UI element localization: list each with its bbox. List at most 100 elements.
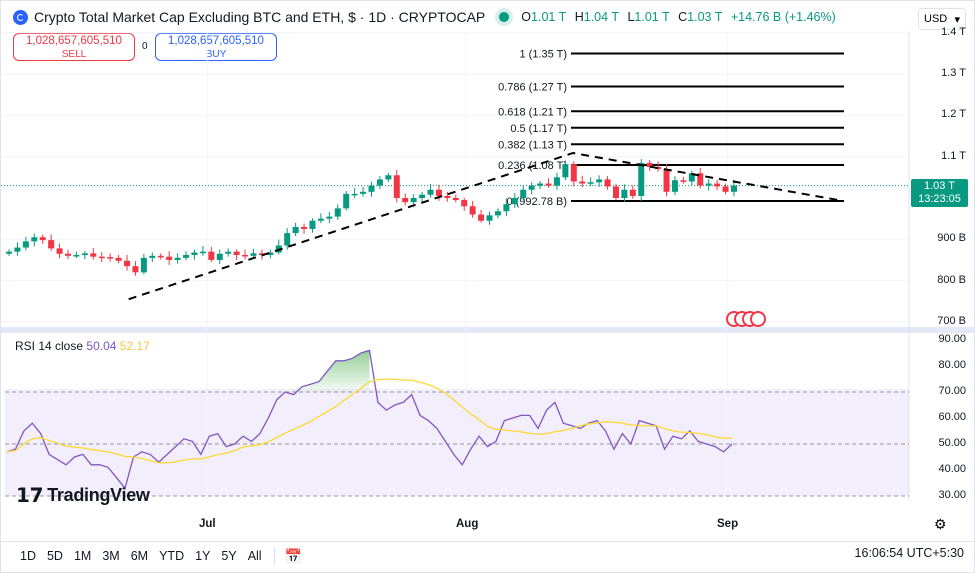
- pane-separator[interactable]: [1, 327, 975, 333]
- calendar-goto-icon[interactable]: 📅: [284, 547, 303, 564]
- sell-button[interactable]: 1,028,657,605,510 SELL: [13, 33, 135, 61]
- currency-select[interactable]: USD ▾: [918, 8, 966, 30]
- candle: [343, 190, 350, 211]
- candle: [368, 181, 375, 197]
- candle-body: [73, 254, 80, 257]
- candle-body: [140, 257, 147, 273]
- candle: [680, 176, 687, 184]
- candle-body: [553, 177, 560, 186]
- candle-body: [6, 251, 12, 254]
- symbol-logo-icon: [13, 9, 28, 25]
- trend-line[interactable]: [128, 151, 844, 301]
- candle: [646, 160, 653, 171]
- ohlc-readout: O1.01 T H1.04 T L1.01 T C1.03 T +14.76 B…: [521, 10, 841, 24]
- price-tick: 1.3 T: [941, 67, 966, 80]
- candle: [65, 249, 72, 260]
- candle: [587, 177, 594, 187]
- sell-label: SELL: [61, 49, 87, 60]
- candle-body: [688, 173, 695, 182]
- candle: [537, 181, 544, 189]
- candle-body: [494, 211, 501, 216]
- candle: [604, 176, 611, 190]
- candle-body: [284, 233, 291, 246]
- candle-body: [309, 220, 316, 229]
- rsi-legend[interactable]: RSI 14 close 50.04 52.17: [15, 339, 150, 353]
- fib-level-label: 1 (1.35 T): [520, 48, 568, 60]
- rsi-line: [6, 349, 733, 490]
- candle: [444, 191, 451, 202]
- candle-body: [183, 254, 190, 258]
- candle: [326, 212, 333, 224]
- candle-body: [680, 180, 687, 182]
- candle-body: [275, 245, 282, 253]
- range-button-5d[interactable]: 5D: [46, 549, 63, 563]
- candle-body: [98, 256, 105, 259]
- candle: [419, 191, 426, 203]
- candle-body: [730, 185, 737, 192]
- candle: [98, 252, 105, 263]
- candle-body: [671, 180, 678, 192]
- candle: [56, 243, 63, 259]
- candle-body: [461, 200, 468, 207]
- candle: [655, 161, 662, 172]
- candle-body: [393, 175, 400, 198]
- settings-gear-icon[interactable]: ⚙: [934, 516, 947, 532]
- candle: [469, 200, 476, 218]
- candle: [697, 167, 704, 189]
- candle: [705, 179, 712, 191]
- candle-body: [452, 198, 459, 201]
- fib-level-label: 0.618 (1.21 T): [498, 106, 567, 118]
- x-tick-aug: Aug: [456, 518, 479, 530]
- bottom-toolbar: 1D 5D 1M 3M 6M YTD 1Y 5Y All 📅: [1, 541, 974, 570]
- candle: [191, 249, 198, 260]
- rsi-tick: 50.00: [938, 437, 966, 449]
- buy-label: BUY: [205, 49, 227, 60]
- buy-button[interactable]: 1,028,657,605,510 BUY: [155, 33, 277, 61]
- candle-body: [419, 194, 426, 198]
- high-label: H: [574, 10, 584, 24]
- candle-body: [655, 167, 662, 170]
- rsi-value: 50.04: [86, 339, 117, 353]
- candle: [562, 160, 569, 181]
- range-button-ytd[interactable]: YTD: [159, 549, 185, 563]
- candle-body: [326, 216, 333, 219]
- candle-body: [115, 257, 122, 261]
- candle: [208, 246, 215, 263]
- rsi-tick: 90.00: [938, 333, 966, 345]
- range-button-3m[interactable]: 3M: [102, 549, 120, 563]
- candle: [596, 175, 603, 187]
- candle-body: [22, 241, 29, 248]
- candle-body: [56, 248, 63, 254]
- tradingview-logo[interactable]: 𝟭𝟳 TradingView: [16, 483, 150, 508]
- candle-body: [107, 257, 114, 259]
- range-button-1d[interactable]: 1D: [20, 549, 36, 563]
- clock[interactable]: 16:06:54 UTC+5:30: [854, 546, 964, 560]
- candle: [157, 253, 164, 260]
- economic-events-icon[interactable]: [726, 311, 766, 327]
- candle: [688, 170, 695, 186]
- high-value: 1.04 T: [583, 10, 619, 24]
- price-tick: 800 B: [937, 273, 966, 286]
- symbol-title[interactable]: Crypto Total Market Cap Excluding BTC an…: [34, 9, 486, 25]
- candle-body: [511, 198, 518, 205]
- candle-body: [242, 254, 249, 257]
- range-button-1y[interactable]: 1Y: [195, 549, 211, 563]
- candle: [225, 248, 232, 257]
- spread: 0: [142, 41, 148, 52]
- candle-body: [216, 253, 223, 260]
- candle: [621, 184, 628, 203]
- candle-body: [48, 240, 55, 249]
- candle-body: [14, 247, 21, 252]
- candle: [233, 249, 240, 260]
- candle-body: [31, 237, 38, 242]
- range-button-6m[interactable]: 6M: [130, 549, 149, 563]
- range-button-all[interactable]: All: [247, 549, 262, 563]
- range-button-5y[interactable]: 5Y: [221, 549, 237, 563]
- candle: [478, 209, 485, 223]
- currency-label: USD: [924, 13, 948, 25]
- candle: [393, 169, 400, 203]
- candle-body: [562, 164, 569, 178]
- candle-body: [199, 251, 206, 254]
- range-button-1m[interactable]: 1M: [73, 549, 92, 563]
- candle-body: [604, 179, 611, 187]
